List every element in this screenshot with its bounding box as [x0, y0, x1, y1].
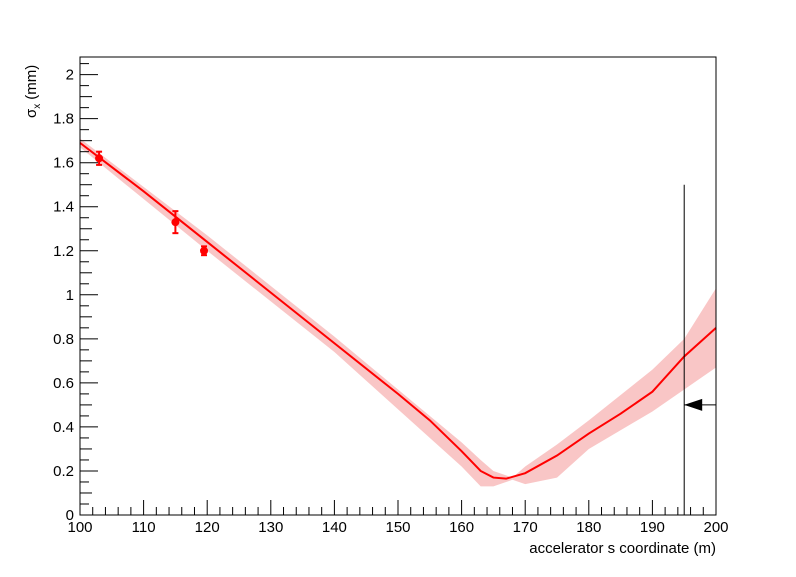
- data-point: [95, 154, 104, 163]
- x-tick-label: 130: [258, 519, 283, 536]
- arrow-head: [684, 398, 703, 411]
- x-axis-label: accelerator s coordinate (m): [529, 540, 716, 557]
- y-tick-label: 1: [66, 287, 74, 304]
- y-tick-label: 1.6: [53, 155, 74, 172]
- y-tick-label: 0.4: [53, 419, 74, 436]
- line: [79, 142, 717, 480]
- x-tick-label: 180: [576, 519, 601, 536]
- x-tick-label: 170: [513, 519, 538, 536]
- y-tick-label: 1.8: [53, 111, 74, 128]
- data-point: [200, 246, 209, 255]
- x-tick-label: 140: [322, 519, 347, 536]
- x-tick-label: 190: [640, 519, 665, 536]
- y-tick-label: 1.4: [53, 199, 74, 216]
- x-tick-label: 100: [67, 519, 92, 536]
- y-tick-label: 1.2: [53, 243, 74, 260]
- data-point: [171, 218, 180, 227]
- y-tick-label: 0.6: [53, 375, 74, 392]
- x-tick-label: 150: [385, 519, 410, 536]
- x-tick-label: 200: [703, 519, 728, 536]
- x-tick-label: 110: [132, 519, 156, 536]
- y-label-sub: x: [32, 104, 43, 109]
- x-tick-label: 120: [195, 519, 220, 536]
- y-label-symbol: σ: [23, 108, 40, 118]
- y-tick-label: 0: [66, 507, 74, 524]
- y-tick-label: 2: [66, 67, 74, 84]
- y-axis-label: σx (mm): [23, 65, 43, 118]
- y-tick-label: 0.8: [53, 331, 74, 348]
- y-label-unit: (mm): [23, 65, 40, 100]
- x-tick-label: 160: [449, 519, 474, 536]
- y-tick-label: 0.2: [53, 463, 74, 480]
